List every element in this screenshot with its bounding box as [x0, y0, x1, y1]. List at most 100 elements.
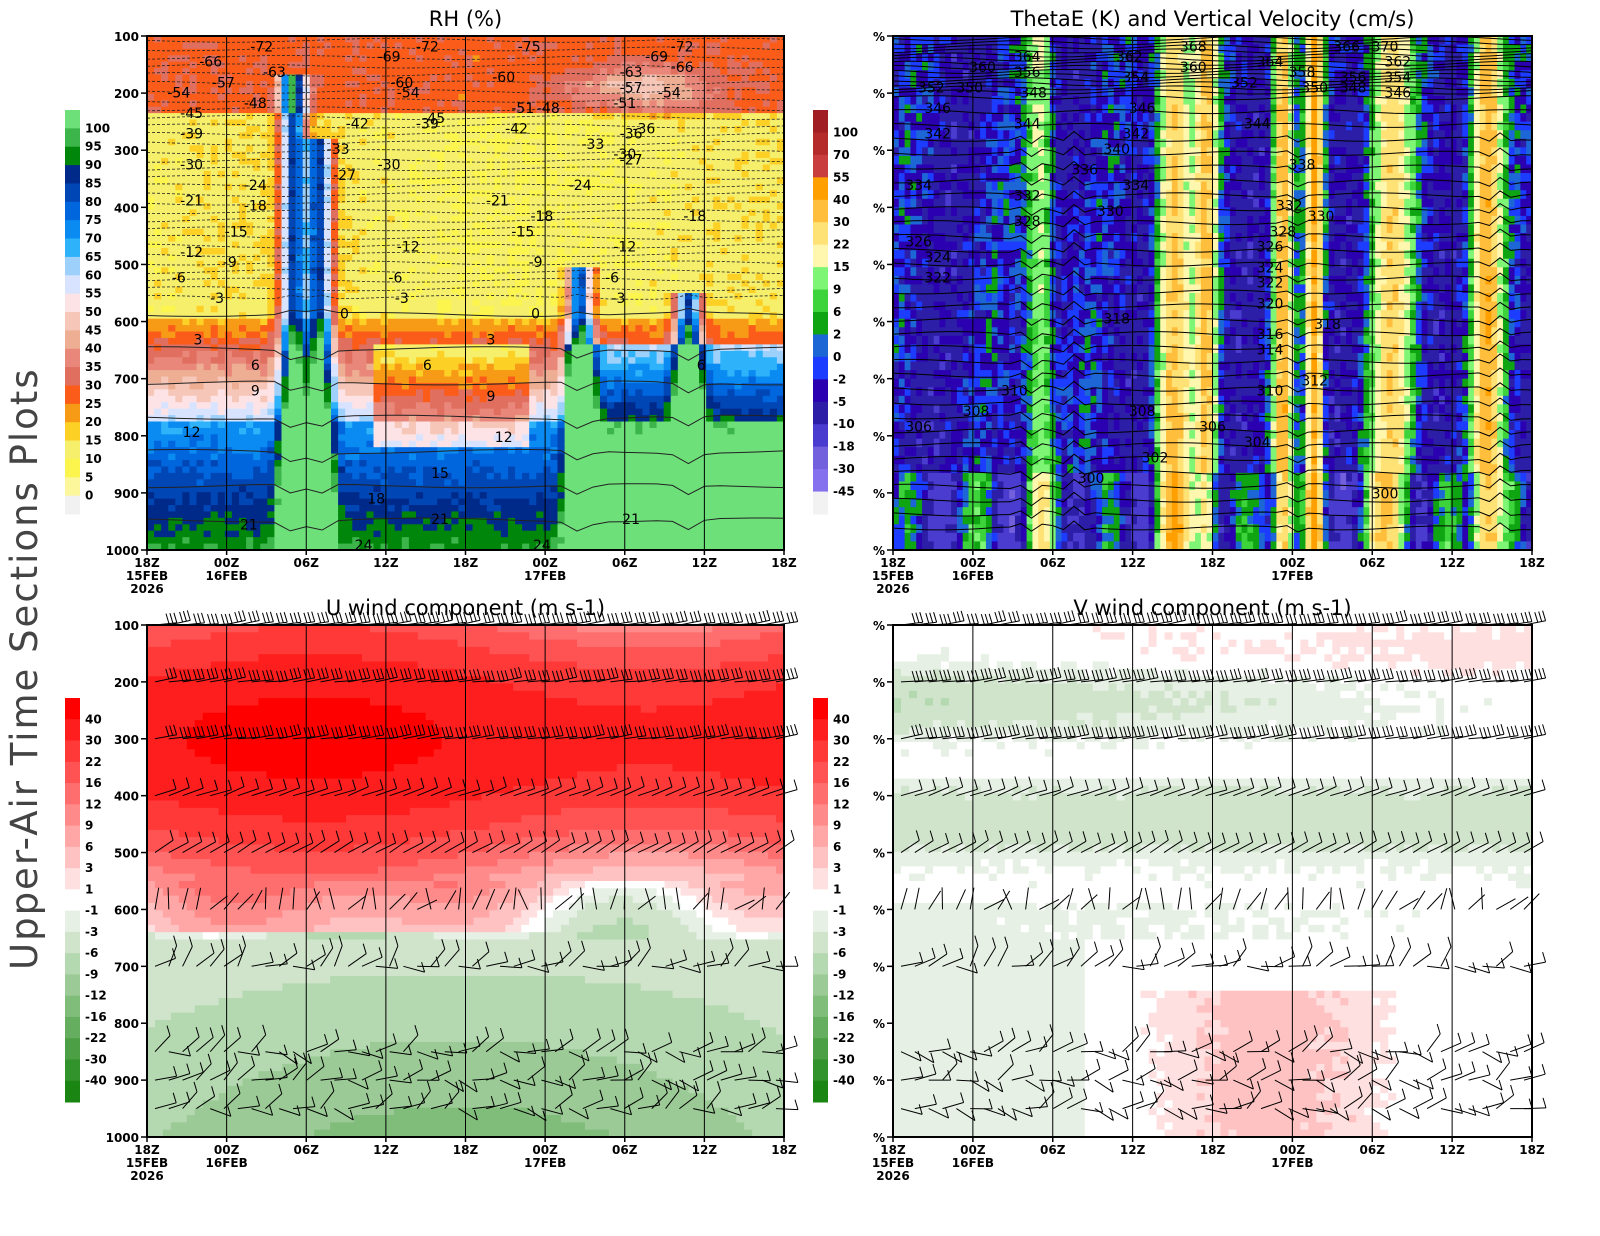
contour-cell	[486, 190, 495, 198]
contour-cell	[515, 325, 523, 333]
contour-cell	[493, 254, 502, 262]
contour-cell	[557, 42, 566, 50]
contour-cell	[507, 337, 516, 345]
contour-cell	[203, 382, 212, 390]
contour-cell	[147, 228, 155, 236]
contour-cell	[217, 305, 226, 313]
contour-cell	[642, 170, 651, 178]
contour-cell	[387, 119, 396, 127]
contour-cell	[677, 273, 686, 281]
contour-cell	[380, 389, 389, 397]
contour-cell	[451, 177, 460, 185]
contour-cell	[543, 177, 552, 185]
contour-cell	[373, 61, 382, 69]
contour-cell	[224, 87, 233, 95]
contour-cell	[713, 260, 721, 268]
contour-cell	[706, 228, 714, 236]
contour-cell	[189, 138, 198, 146]
contour-cell	[387, 125, 396, 133]
contour-cell	[486, 267, 495, 275]
contour-cell	[316, 350, 325, 358]
contour-cell	[175, 370, 183, 378]
contour-cell	[175, 235, 183, 243]
contour-cell	[500, 93, 509, 101]
contour-cell	[168, 145, 176, 153]
contour-cell	[607, 87, 615, 95]
contour-cell	[281, 138, 290, 146]
contour-cell	[564, 132, 573, 140]
contour-cell	[670, 48, 679, 56]
contour-cell	[345, 177, 353, 185]
contour-cell	[394, 305, 403, 313]
contour-cell	[373, 158, 382, 166]
contour-cell	[154, 293, 162, 301]
contour-cell	[401, 196, 410, 204]
contour-cell	[769, 235, 778, 243]
contour-cell	[260, 260, 268, 268]
contour-cell	[288, 286, 297, 294]
contour-cell	[408, 305, 417, 313]
contour-cell	[607, 138, 615, 146]
contour-cell	[267, 286, 275, 294]
contour-cell	[727, 254, 736, 262]
contour-cell	[458, 389, 467, 397]
contour-cell	[536, 48, 544, 56]
contour-cell	[614, 177, 622, 185]
contour-cell	[755, 273, 764, 281]
contour-cell	[465, 55, 474, 63]
contour-cell	[210, 106, 219, 114]
contour-cell	[670, 203, 679, 211]
contour-cell	[224, 158, 233, 166]
contour-cell	[295, 55, 304, 63]
contour-cell	[713, 222, 721, 230]
contour-cell	[253, 293, 261, 301]
contour-cell	[592, 215, 601, 223]
contour-cell	[182, 299, 191, 307]
contour-cell	[253, 170, 261, 178]
contour-cell	[437, 312, 445, 320]
contour-cell	[295, 325, 304, 333]
contour-cell	[182, 370, 191, 378]
contour-cell	[734, 370, 743, 378]
contour-cell	[380, 331, 389, 339]
contour-cell	[352, 370, 360, 378]
contour-cell	[437, 203, 445, 211]
contour-cell	[713, 196, 721, 204]
contour-cell	[493, 357, 502, 365]
contour-cell	[557, 325, 566, 333]
contour-cell	[380, 286, 389, 294]
contour-cell	[267, 254, 275, 262]
contour-cell	[359, 93, 368, 101]
contour-cell	[323, 312, 332, 320]
contour-cell	[217, 36, 226, 44]
contour-cell	[741, 254, 750, 262]
contour-cell	[706, 299, 714, 307]
contour-cell	[628, 138, 636, 146]
contour-cell	[359, 177, 368, 185]
contour-cell	[182, 55, 191, 63]
contour-cell	[656, 318, 665, 326]
contour-cell	[380, 177, 389, 185]
contour-cell	[359, 215, 368, 223]
contour-cell	[507, 177, 516, 185]
contour-cell	[168, 183, 176, 191]
contour-cell	[387, 132, 396, 140]
contour-cell	[635, 325, 644, 333]
contour-cell	[699, 299, 707, 307]
contour-cell	[246, 93, 254, 101]
contour-cell	[748, 376, 757, 384]
contour-cell	[663, 151, 672, 159]
contour-cell	[451, 325, 460, 333]
contour-cell	[465, 196, 474, 204]
contour-cell	[670, 177, 679, 185]
contour-cell	[748, 36, 757, 44]
contour-cell	[189, 132, 198, 140]
contour-cell	[691, 177, 700, 185]
contour-cell	[677, 151, 686, 159]
contour-cell	[762, 158, 771, 166]
contour-cell	[239, 357, 247, 365]
contour-cell	[274, 209, 283, 217]
contour-cell	[189, 260, 198, 268]
contour-cell	[309, 177, 318, 185]
